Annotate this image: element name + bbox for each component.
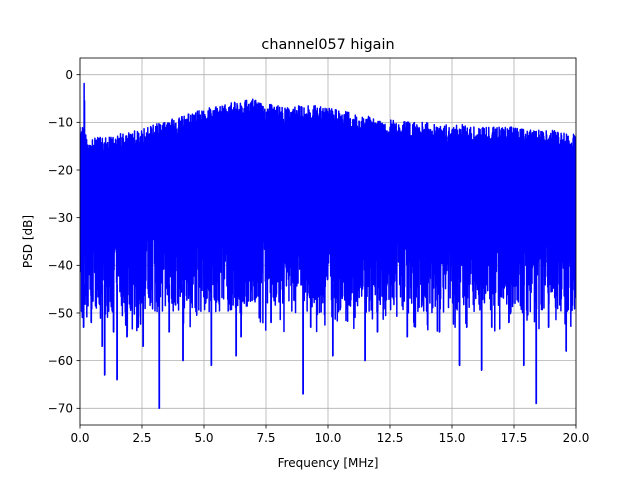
y-axis-label: PSD [dB]: [21, 215, 35, 268]
x-tick-label: 20.0: [563, 431, 590, 445]
y-tick-label: −10: [48, 116, 73, 130]
x-tick-label: 2.5: [132, 431, 151, 445]
y-tick-label: −40: [48, 259, 73, 273]
x-tick-label: 12.5: [377, 431, 404, 445]
y-tick-label: −60: [48, 354, 73, 368]
plot-area: [80, 82, 576, 410]
x-tick-label: 5.0: [194, 431, 213, 445]
series-psd: [80, 82, 576, 410]
chart-title: channel057 higain: [261, 37, 394, 53]
y-tick-label: −50: [48, 306, 73, 320]
x-tick-label: 7.5: [256, 431, 275, 445]
x-tick-label: 17.5: [501, 431, 528, 445]
x-tick-label: 15.0: [439, 431, 466, 445]
y-tick-label: −20: [48, 163, 73, 177]
y-tick-label: −70: [48, 402, 73, 416]
y-axis-ticks: 0 −10 −20 −30 −40 −50 −60 −70: [48, 68, 80, 416]
psd-trace: [80, 82, 576, 410]
x-axis-ticks: 0.0 2.5 5.0 7.5 10.0 12.5 15.0 17.5 20.0: [70, 425, 589, 445]
x-tick-label: 10.0: [315, 431, 342, 445]
y-tick-label: −30: [48, 211, 73, 225]
x-tick-label: 0.0: [70, 431, 89, 445]
y-tick-label: 0: [65, 68, 73, 82]
x-axis-label: Frequency [MHz]: [278, 456, 379, 470]
